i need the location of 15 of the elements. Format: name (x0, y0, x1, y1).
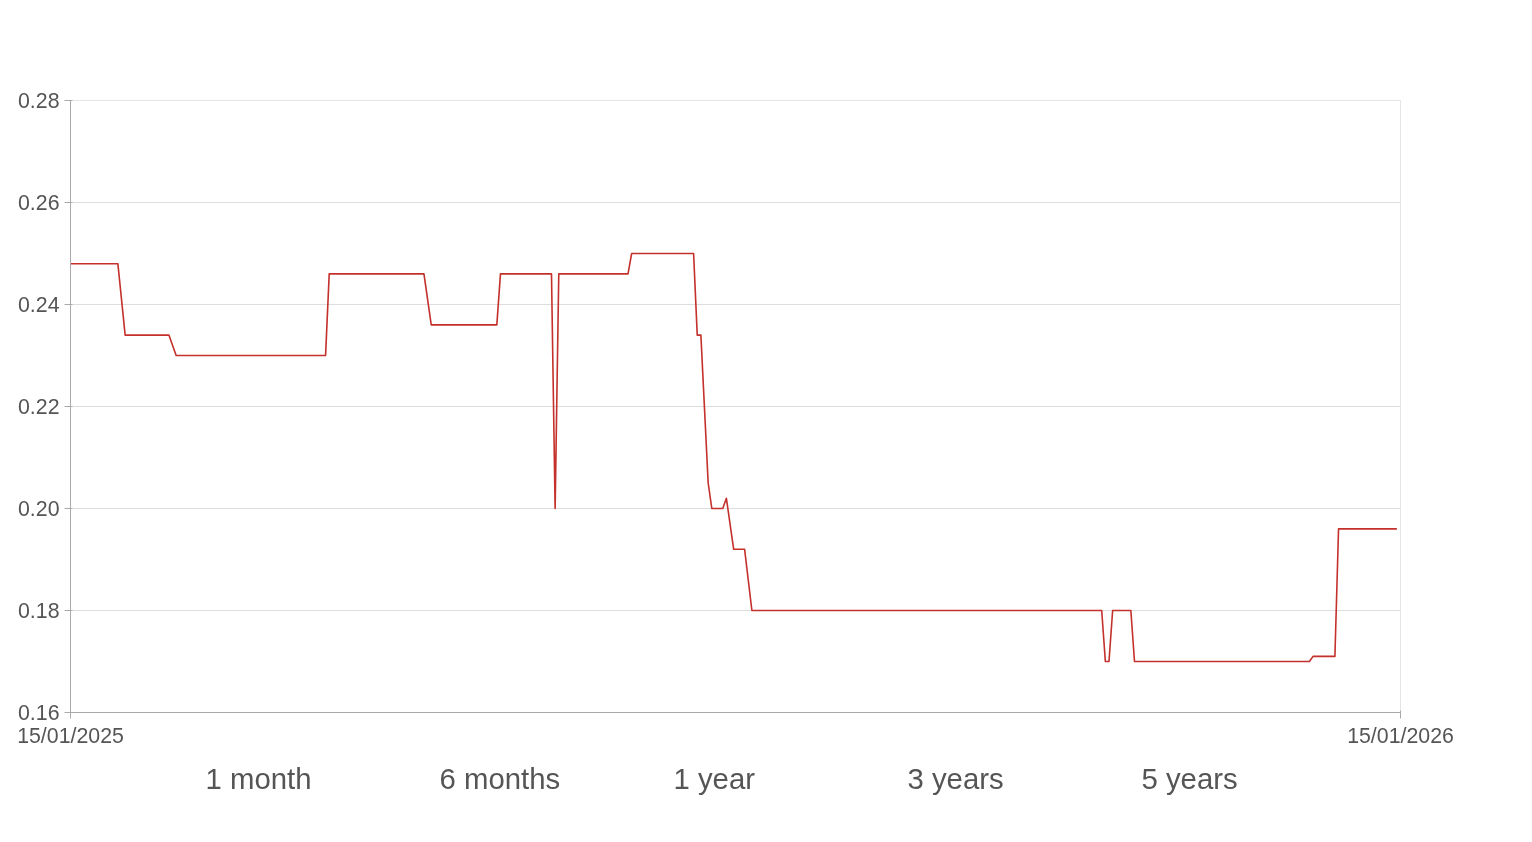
y-tick-label: 0.18 (17, 599, 60, 623)
text: 1 year (673, 762, 756, 795)
text: 3 years (907, 762, 1004, 795)
y-tick-label: 0.22 (17, 395, 60, 419)
y-tick-label: 0.20 (17, 497, 60, 521)
y-tick-label: 0.24 (17, 293, 60, 317)
text: 6 months (439, 762, 561, 795)
x-tick-label: 15/01/2025 (17, 723, 124, 748)
x-tick-label: 15/01/2026 (1347, 723, 1454, 748)
y-tick-label: 0.16 (17, 701, 60, 725)
line-series (70, 252, 1398, 663)
text: 5 years (1141, 762, 1238, 795)
y-tick-label: 0.28 (17, 89, 60, 113)
y-tick-label: 0.26 (17, 191, 60, 215)
text: 1 month (205, 762, 312, 795)
